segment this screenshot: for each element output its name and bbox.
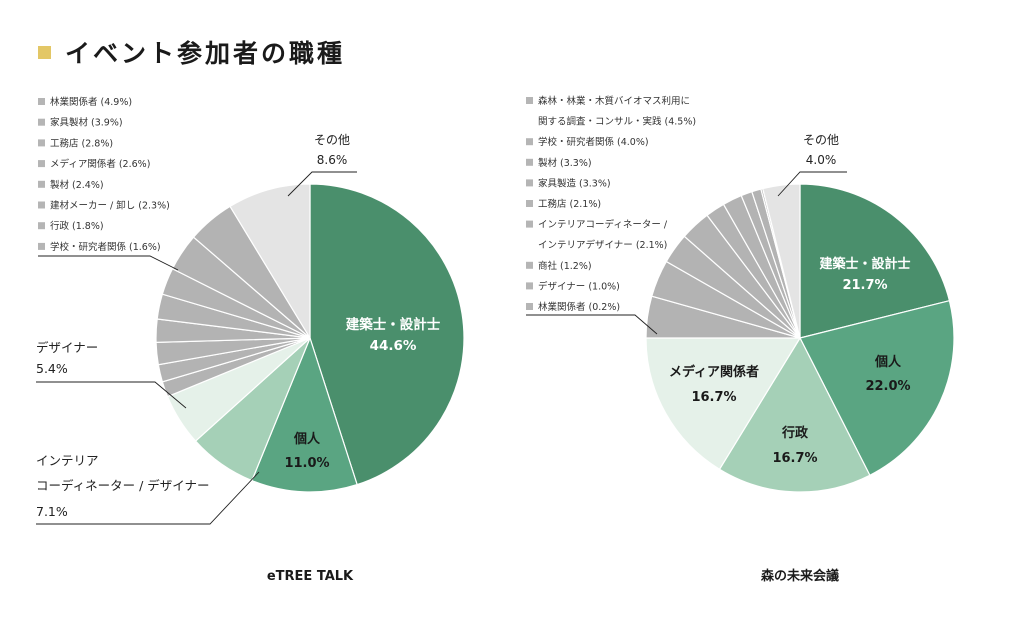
page-title-block: イベント参加者の職種 xyxy=(38,34,345,70)
pie2-slice-0 xyxy=(799,183,951,339)
legend1-item-0: 林業関係者 (4.9%) xyxy=(50,96,132,108)
legend1-square-0 xyxy=(38,98,45,105)
legend2-item-9: デザイナー (1.0%) xyxy=(538,280,620,292)
legend2-item-5: 工務店 (2.1%) xyxy=(538,198,601,210)
pie2-slice-13 xyxy=(761,183,801,339)
pie-etree-talk xyxy=(155,183,465,493)
pie2-slice-2 xyxy=(718,336,871,493)
legend2-square-5 xyxy=(526,200,533,207)
legend1-square-2 xyxy=(38,139,45,147)
legend1-item-7: 学校・研究者関係 (1.6%) xyxy=(50,241,161,253)
callout2-sonota-pct: 4.0% xyxy=(806,153,837,167)
pie1-slice-1 xyxy=(251,336,358,493)
callout2-kenchiku-pct: 21.7% xyxy=(842,278,887,293)
callout2-media-pct: 16.7% xyxy=(691,390,736,405)
legend1-square-3 xyxy=(38,160,45,168)
pie2-slice-3 xyxy=(645,337,802,471)
legend2-square-10 xyxy=(526,303,533,310)
legend2-item-6: インテリアコーディネーター / xyxy=(538,219,668,231)
legend2-item-10: 林業関係者 (0.2%) xyxy=(538,301,620,313)
legend1-item-4: 製材 (2.4%) xyxy=(50,179,104,191)
chart-caption-etree-talk: eTREE TALK xyxy=(267,569,354,584)
callout1-legend-leader xyxy=(38,255,179,271)
callout1-sonota-leader xyxy=(287,171,357,197)
callout1-kojin-pct: 11.0% xyxy=(284,456,329,471)
callout1-sonota-name: その他 xyxy=(314,133,350,147)
callout1-designer-name: デザイナー xyxy=(36,340,98,355)
legend1-square-4 xyxy=(38,180,45,188)
callout1-designer-pct: 5.4% xyxy=(36,361,68,376)
title-accent-square xyxy=(38,45,51,59)
legend2-square-0 xyxy=(526,97,533,104)
page-title: イベント参加者の職種 xyxy=(65,39,346,68)
legend2-item-4: 家具製造 (3.3%) xyxy=(538,177,611,189)
callout1-kenchiku-name: 建築士・設計士 xyxy=(345,316,441,333)
callout2-kojin-name: 個人 xyxy=(874,354,902,370)
callout1-sonota-pct: 8.6% xyxy=(317,153,348,167)
pie1-slice-0 xyxy=(309,183,465,486)
legend1-square-1 xyxy=(38,118,45,126)
callout1-interior-line1: インテリア xyxy=(36,453,99,468)
callout2-media-name: メディア関係者 xyxy=(669,364,759,380)
callout2-kenchiku-name: 建築士・設計士 xyxy=(819,256,910,272)
legend1-item-3: メディア関係者 (2.6%) xyxy=(50,158,150,170)
pie2-slice-1 xyxy=(799,299,955,477)
legend2-square-2 xyxy=(526,138,533,146)
legend1-item-1: 家具製材 (3.9%) xyxy=(50,117,123,129)
callout1-designer-leader xyxy=(36,381,187,409)
legend2-item-0: 森林・林業・木質バイオマス利用に xyxy=(538,95,690,107)
callout2-gyosei-pct: 16.7% xyxy=(772,451,817,466)
callout1-kojin-name: 個人 xyxy=(293,431,321,447)
callout2-gyosei-name: 行政 xyxy=(781,425,809,441)
legend2-item-8: 商社 (1.2%) xyxy=(538,260,592,272)
legend2-square-8 xyxy=(526,261,533,269)
callouts-mori-no-mirai: その他 4.0% 建築士・設計士 21.7% 個人 22.0% 行政 16.7% メディア関係者… xyxy=(526,133,911,466)
legend-etree-talk: 林業関係者 (4.9%) 家具製材 (3.9%) 工務店 (2.8%) メディア関係者… xyxy=(38,96,170,253)
callouts-etree-talk: その他 8.6% 建築士・設計士 44.6% 個人 11.0% デザイナー 5.4% インテリア… xyxy=(36,133,441,525)
callout1-interior-pct: 7.1% xyxy=(36,504,68,519)
legend1-square-7 xyxy=(38,242,45,250)
legend1-item-2: 工務店 (2.8%) xyxy=(50,137,113,149)
legend2-item-3: 製材 (3.3%) xyxy=(538,157,592,169)
legend1-item-5: 建材メーカー / 卸し (2.3%) xyxy=(50,200,170,212)
callout2-legend-leader xyxy=(526,314,658,335)
legend2-item-2: 学校・研究者関係 (4.0%) xyxy=(538,136,649,148)
callout1-interior-leader xyxy=(36,471,260,525)
legend2-square-4 xyxy=(526,179,533,187)
chart-caption-mori-no-mirai: 森の未来会議 xyxy=(761,568,839,584)
callout2-kojin-pct: 22.0% xyxy=(865,379,910,394)
callout2-sonota-leader xyxy=(777,171,847,197)
legend2-item-7: インテリアデザイナー (2.1%) xyxy=(538,239,667,251)
callout1-kenchiku-pct: 44.6% xyxy=(370,338,417,354)
legend2-item-1: 関する調査・コンサル・実践 (4.5%) xyxy=(538,116,696,128)
callout1-interior-line2: コーディネーター / デザイナー xyxy=(36,478,210,493)
pie-mori-no-mirai xyxy=(645,183,955,493)
legend1-square-5 xyxy=(38,201,45,209)
legend1-item-6: 行政 (1.8%) xyxy=(50,220,104,232)
callout2-sonota-name: その他 xyxy=(803,133,839,147)
legend2-square-9 xyxy=(526,282,533,290)
legend2-square-3 xyxy=(526,158,533,166)
legend2-square-6 xyxy=(526,220,533,228)
legend1-square-6 xyxy=(38,222,45,230)
pie1-slice-12 xyxy=(229,183,311,341)
